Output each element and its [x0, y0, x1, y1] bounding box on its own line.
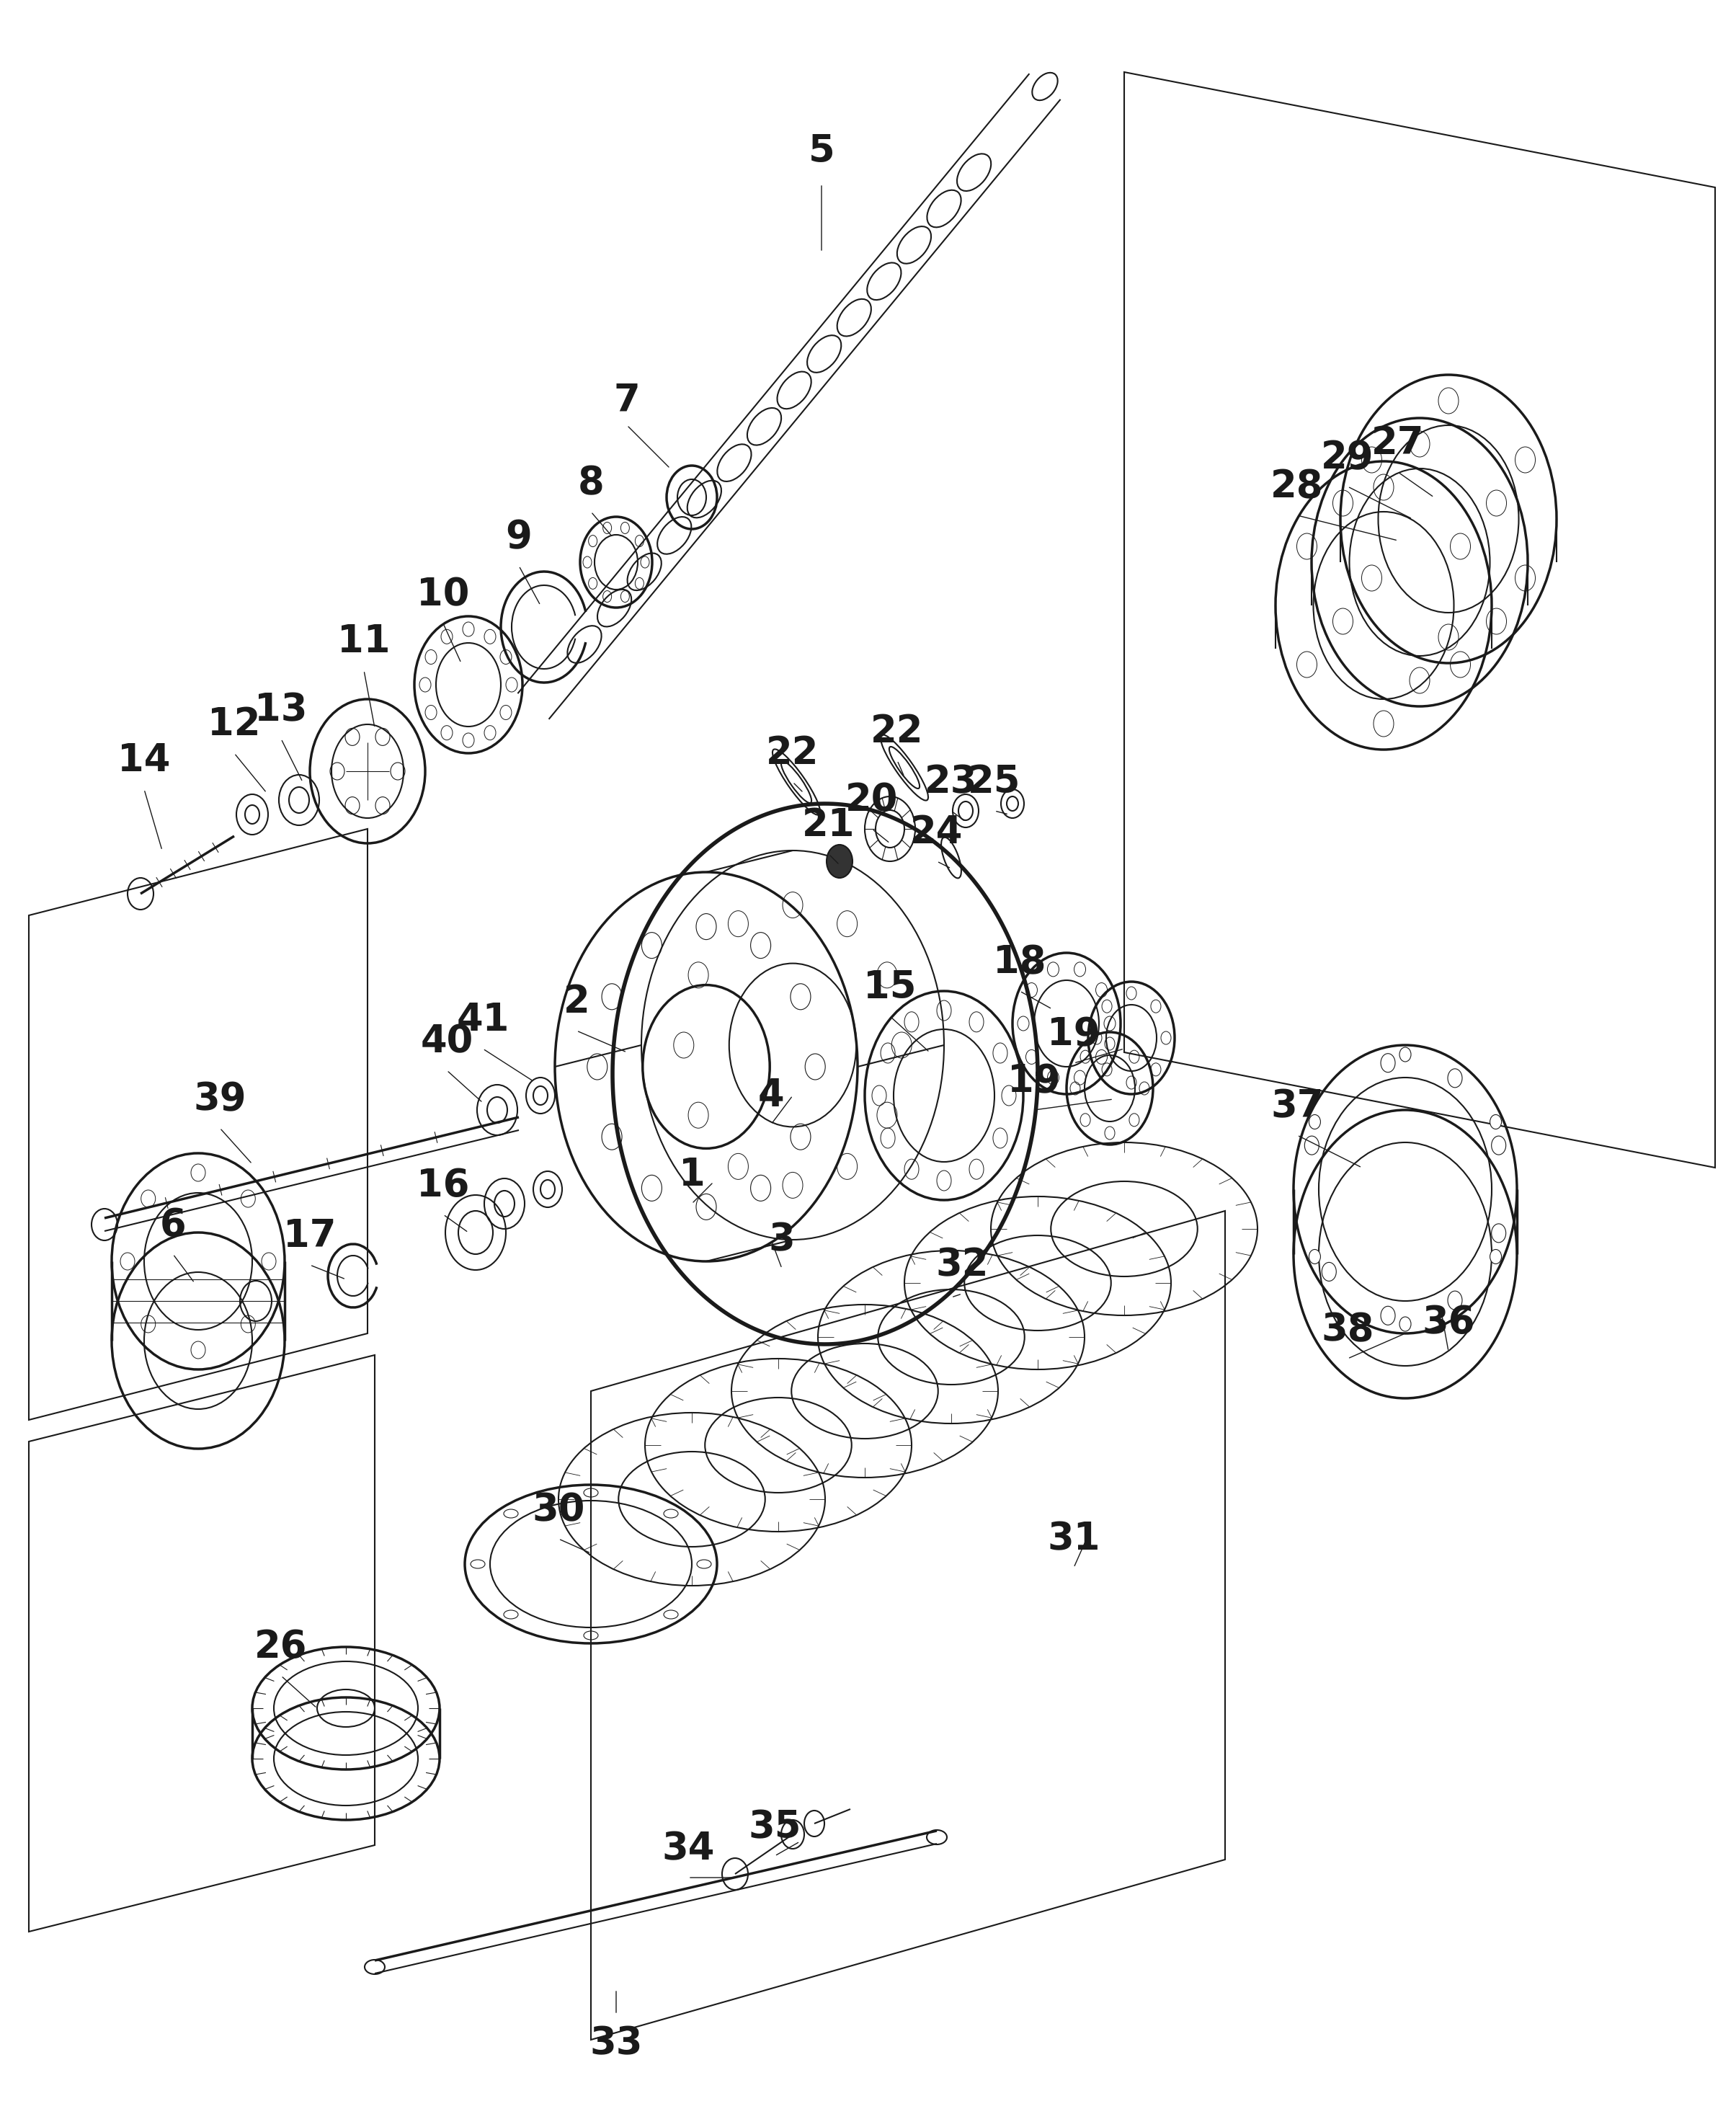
Text: 39: 39: [193, 1080, 247, 1118]
Polygon shape: [1125, 72, 1715, 1167]
Polygon shape: [30, 1355, 375, 1932]
Ellipse shape: [1399, 1317, 1411, 1332]
Text: 15: 15: [863, 968, 917, 1006]
Ellipse shape: [1399, 1046, 1411, 1061]
Text: 31: 31: [1047, 1520, 1101, 1558]
Text: 10: 10: [417, 575, 470, 613]
Text: 3: 3: [769, 1222, 795, 1258]
Ellipse shape: [1489, 1249, 1502, 1264]
Text: 7: 7: [615, 381, 641, 419]
Text: 4: 4: [759, 1076, 785, 1114]
Text: 23: 23: [925, 763, 977, 801]
Text: 20: 20: [845, 782, 899, 818]
Text: 16: 16: [417, 1167, 470, 1205]
Text: 17: 17: [283, 1218, 337, 1256]
Ellipse shape: [826, 846, 852, 877]
Polygon shape: [30, 829, 368, 1421]
Text: 9: 9: [505, 518, 533, 556]
Text: 30: 30: [531, 1490, 585, 1528]
Polygon shape: [590, 1211, 1226, 2040]
Text: 24: 24: [910, 814, 963, 852]
Text: 37: 37: [1271, 1087, 1323, 1125]
Text: 29: 29: [1321, 440, 1375, 476]
Text: 32: 32: [936, 1245, 988, 1283]
Text: 1: 1: [679, 1156, 705, 1194]
Text: 2: 2: [562, 983, 590, 1021]
Text: 11: 11: [337, 624, 391, 660]
Text: 14: 14: [118, 742, 170, 780]
Text: 5: 5: [809, 133, 835, 169]
Text: 18: 18: [993, 943, 1047, 981]
Text: 34: 34: [661, 1831, 715, 1867]
Text: 8: 8: [578, 465, 604, 501]
Text: 26: 26: [255, 1628, 307, 1666]
Text: 35: 35: [748, 1807, 800, 1846]
Text: 6: 6: [160, 1207, 186, 1243]
Text: 41: 41: [457, 1002, 509, 1038]
Text: 22: 22: [871, 712, 924, 750]
Ellipse shape: [1309, 1114, 1321, 1129]
Text: 33: 33: [590, 2025, 642, 2061]
Ellipse shape: [1309, 1249, 1321, 1264]
Text: 19: 19: [1007, 1063, 1061, 1099]
Text: 27: 27: [1371, 425, 1425, 463]
Text: 38: 38: [1321, 1311, 1375, 1349]
Text: 28: 28: [1271, 467, 1323, 505]
Ellipse shape: [1489, 1114, 1502, 1129]
Text: 12: 12: [208, 706, 260, 744]
Text: 36: 36: [1422, 1304, 1476, 1342]
Text: 13: 13: [255, 691, 307, 729]
Text: 40: 40: [420, 1023, 474, 1061]
Text: 25: 25: [969, 763, 1021, 801]
Text: 19: 19: [1047, 1015, 1101, 1053]
Text: 22: 22: [766, 734, 819, 772]
Text: 21: 21: [802, 808, 856, 843]
